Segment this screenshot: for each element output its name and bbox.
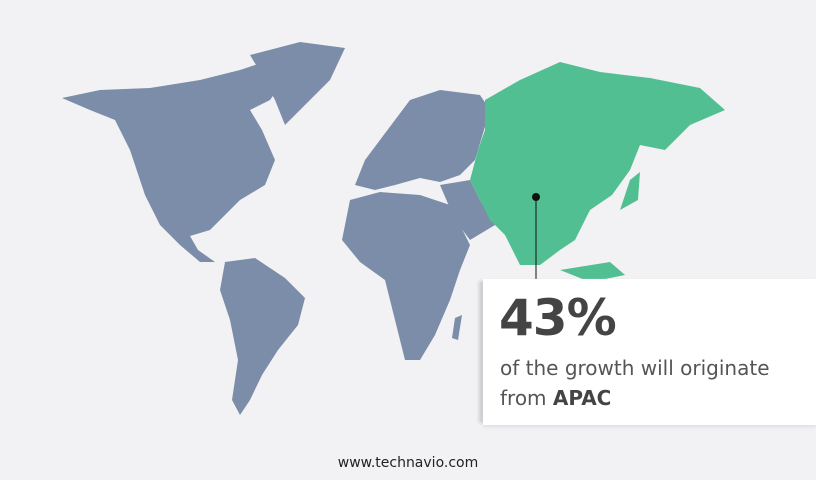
description-text: of the growth will originate from [500, 356, 770, 410]
indonesia [560, 262, 625, 282]
japan [620, 172, 640, 210]
growth-percent: 43% [499, 289, 617, 347]
greenland [250, 42, 345, 125]
callout-marker [532, 193, 540, 201]
south-america [220, 258, 305, 415]
africa [342, 192, 470, 360]
callout-card: 43% of the growth will originate from AP… [483, 279, 816, 425]
region-name: APAC [552, 386, 612, 410]
north-america [62, 60, 290, 262]
footer-url: www.technavio.com [337, 455, 479, 471]
middle-east [440, 180, 495, 240]
growth-description: of the growth will originate from APAC [500, 353, 810, 413]
apac-region [470, 62, 725, 265]
europe [355, 90, 490, 190]
madagascar [452, 315, 462, 340]
